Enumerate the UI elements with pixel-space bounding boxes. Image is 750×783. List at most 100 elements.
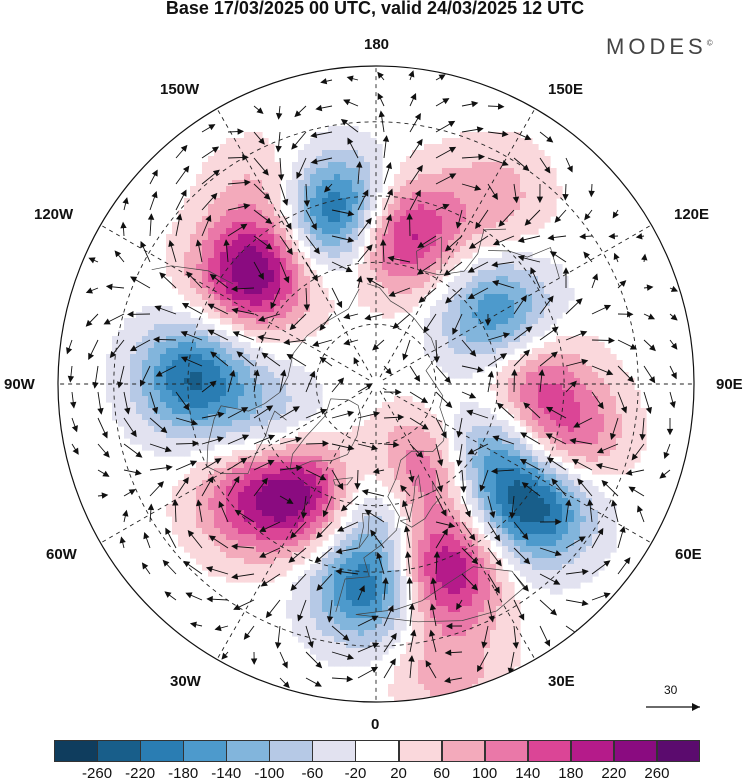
wind-arrow [343, 313, 359, 320]
wind-arrow [187, 530, 203, 549]
wind-arrow [214, 624, 229, 632]
wind-arrow [357, 244, 373, 263]
wind-arrow [290, 521, 307, 539]
wind-arrow [227, 203, 251, 211]
wind-arrow [409, 365, 421, 382]
wind-arrow [539, 518, 562, 526]
wind-arrow [149, 391, 159, 414]
wind-arrow [406, 212, 413, 237]
wind-arrow [354, 469, 361, 490]
wind-arrow [305, 651, 323, 669]
wind-arrow [461, 573, 479, 591]
wind-arrow [387, 255, 411, 263]
wind-arrow [88, 339, 99, 361]
wind-arrow [435, 495, 447, 517]
wind-arrow [517, 254, 541, 263]
wind-arrow [663, 443, 671, 459]
wind-arrow [149, 191, 158, 211]
wind-arrow [461, 391, 477, 399]
wind-arrow [571, 459, 593, 471]
wind-arrow [383, 632, 397, 653]
brand-name: MODES [606, 34, 707, 59]
wind-arrow [376, 551, 385, 575]
wind-arrow [316, 573, 333, 591]
lon-label-60e: 60E [675, 546, 702, 563]
brand-mark: © [706, 38, 713, 48]
wind-arrow [123, 417, 137, 438]
wind-arrow [227, 369, 236, 393]
wind-arrow [185, 592, 203, 601]
wind-arrow [370, 529, 385, 549]
wind-arrow [378, 110, 385, 133]
wind-arrow [260, 573, 281, 587]
wind-arrow [305, 235, 320, 255]
wind-arrow [639, 417, 646, 441]
wind-arrow [487, 103, 505, 110]
wind-arrow [253, 209, 273, 225]
wind-arrow [357, 383, 373, 393]
wind-arrow [315, 104, 333, 112]
wind-arrow [475, 209, 489, 230]
wind-arrow [513, 349, 531, 367]
colorbar-tick-label: 60 [433, 765, 450, 782]
colorbar-tick-label: 100 [472, 765, 498, 782]
wind-arrow [498, 209, 515, 227]
colorbar-tick-label: 20 [390, 765, 407, 782]
wind-arrow [591, 273, 599, 289]
wind-arrow [565, 330, 588, 341]
coastline [333, 477, 354, 486]
wind-arrow [253, 157, 269, 176]
wind-arrow [586, 499, 594, 523]
colorbar-swatch [656, 740, 701, 762]
wind-arrow [409, 443, 424, 459]
wind-arrow [383, 388, 402, 396]
wind-arrow [231, 543, 255, 550]
wind-arrow [456, 599, 463, 611]
colorbar-swatch [570, 740, 615, 762]
wind-arrow [356, 161, 363, 185]
latitude-circle [187, 195, 565, 573]
wind-arrow [331, 410, 355, 419]
wind-arrow [141, 562, 151, 575]
wind-arrow [310, 157, 333, 165]
wind-arrow [227, 223, 248, 237]
wind-arrow [491, 261, 515, 268]
wind-arrow [444, 649, 463, 656]
wind-arrow [261, 352, 281, 367]
wind-arrow [205, 566, 229, 575]
wind-arrow [554, 209, 567, 223]
wind-arrow [116, 365, 125, 389]
wind-arrow [343, 339, 359, 346]
wind-arrow [562, 267, 570, 288]
wind-arrow [591, 527, 604, 549]
wind-arrow [461, 365, 484, 373]
wind-arrow [320, 78, 333, 85]
wind-arrow [279, 183, 289, 206]
wind-arrow [461, 521, 476, 541]
lon-label-150e: 150E [548, 81, 584, 98]
lon-label-120e: 120E [674, 206, 710, 223]
wind-arrow [435, 173, 457, 185]
wind-arrow [608, 232, 619, 240]
wind-arrow [513, 599, 525, 621]
wind-arrow [236, 351, 255, 367]
wind-arrow [513, 131, 532, 141]
wind-arrow [569, 437, 593, 445]
wind-arrow [487, 573, 500, 594]
wind-arrow [123, 391, 131, 415]
wind-arrow [175, 391, 190, 411]
wind-arrow [208, 535, 229, 549]
wind-arrow [435, 469, 444, 493]
wind-arrow [513, 157, 530, 172]
wind-arrow [227, 476, 240, 497]
wind-arrow [322, 495, 333, 518]
wind-arrow [467, 261, 489, 273]
wind-arrow [119, 536, 126, 549]
wind-arrow [509, 495, 516, 519]
colorbar-tick-label: -100 [254, 765, 285, 782]
wind-arrow [565, 499, 572, 523]
wind-arrow [429, 629, 437, 653]
wind-arrow [445, 287, 463, 304]
wind-arrow [625, 469, 645, 476]
